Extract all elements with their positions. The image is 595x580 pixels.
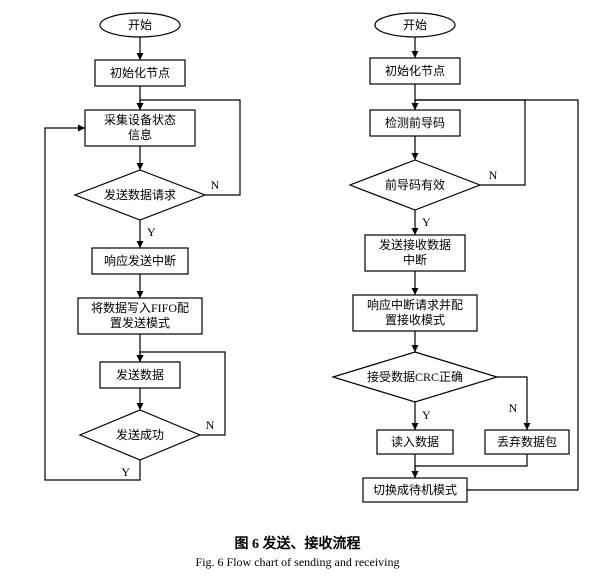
init-process: 初始化节点	[370, 58, 460, 84]
receive-flowchart: 开始 初始化节点 检测前导码 前导码有效 发送接收数据 中断 响应中断请求并配 …	[285, 10, 585, 525]
recv-label2: 中断	[403, 252, 427, 267]
n-label: N	[489, 168, 498, 182]
collect-process: 采集设备状态 信息	[85, 110, 195, 146]
init-label: 初始化节点	[385, 64, 445, 78]
y-label2: Y	[422, 408, 431, 422]
success-decision: 发送成功	[80, 410, 200, 460]
recv-process: 发送接收数据 中断	[365, 235, 465, 271]
flowchart-pair: 开始 初始化节点 采集设备状态 信息 发送数据请求 响应发送中断 将数据写入FI…	[10, 10, 585, 525]
standby-process: 切换成待机模式	[363, 478, 467, 502]
caption-cn: 图 6 发送、接收流程	[10, 533, 585, 553]
figure-caption: 图 6 发送、接收流程 Fig. 6 Flow chart of sending…	[10, 533, 585, 570]
read-label: 读入数据	[391, 434, 439, 449]
init-label: 初始化节点	[110, 66, 170, 80]
response-process: 响应发送中断	[92, 248, 188, 274]
request-decision: 发送数据请求	[75, 170, 205, 220]
fifo-label1: 将数据写入FIFO配	[91, 300, 189, 315]
detect-label: 检测前导码	[385, 115, 445, 130]
drop-process: 丢弃数据包	[485, 430, 569, 454]
n-label: N	[211, 178, 220, 192]
n-label2: N	[509, 401, 518, 415]
cfg-label1: 响应中断请求并配	[367, 297, 463, 312]
success-label: 发送成功	[116, 427, 164, 442]
y-label: Y	[422, 215, 431, 229]
response-label: 响应发送中断	[104, 253, 176, 268]
collect-label2: 信息	[128, 127, 152, 142]
start-label: 开始	[128, 18, 152, 32]
send-label: 发送数据	[116, 367, 164, 382]
collect-label1: 采集设备状态	[104, 112, 176, 127]
edge-drop-merge	[415, 454, 527, 478]
cfg-process: 响应中断请求并配 置接收模式	[353, 295, 477, 331]
drop-label: 丢弃数据包	[497, 434, 557, 449]
y-label: Y	[147, 225, 156, 239]
start-terminal: 开始	[100, 13, 180, 37]
valid-decision: 前导码有效	[350, 160, 480, 210]
crc-decision: 接受数据CRC正确	[333, 352, 497, 402]
caption-en: Fig. 6 Flow chart of sending and receivi…	[10, 555, 585, 570]
n-label2: N	[206, 418, 215, 432]
cfg-label2: 置接收模式	[385, 312, 445, 327]
fifo-process: 将数据写入FIFO配 置发送模式	[78, 298, 202, 334]
standby-label: 切换成待机模式	[373, 483, 457, 497]
send-process: 发送数据	[100, 362, 180, 388]
valid-label: 前导码有效	[385, 177, 445, 192]
detect-process: 检测前导码	[370, 110, 460, 136]
start-terminal: 开始	[375, 13, 455, 37]
request-label: 发送数据请求	[104, 187, 176, 202]
recv-label1: 发送接收数据	[379, 237, 451, 252]
fifo-label2: 置发送模式	[110, 315, 170, 330]
send-flowchart: 开始 初始化节点 采集设备状态 信息 发送数据请求 响应发送中断 将数据写入FI…	[10, 10, 270, 525]
start-label: 开始	[403, 18, 427, 32]
read-process: 读入数据	[377, 430, 453, 454]
y-label2: Y	[121, 465, 130, 479]
crc-label: 接受数据CRC正确	[367, 369, 463, 384]
init-process: 初始化节点	[95, 60, 185, 86]
